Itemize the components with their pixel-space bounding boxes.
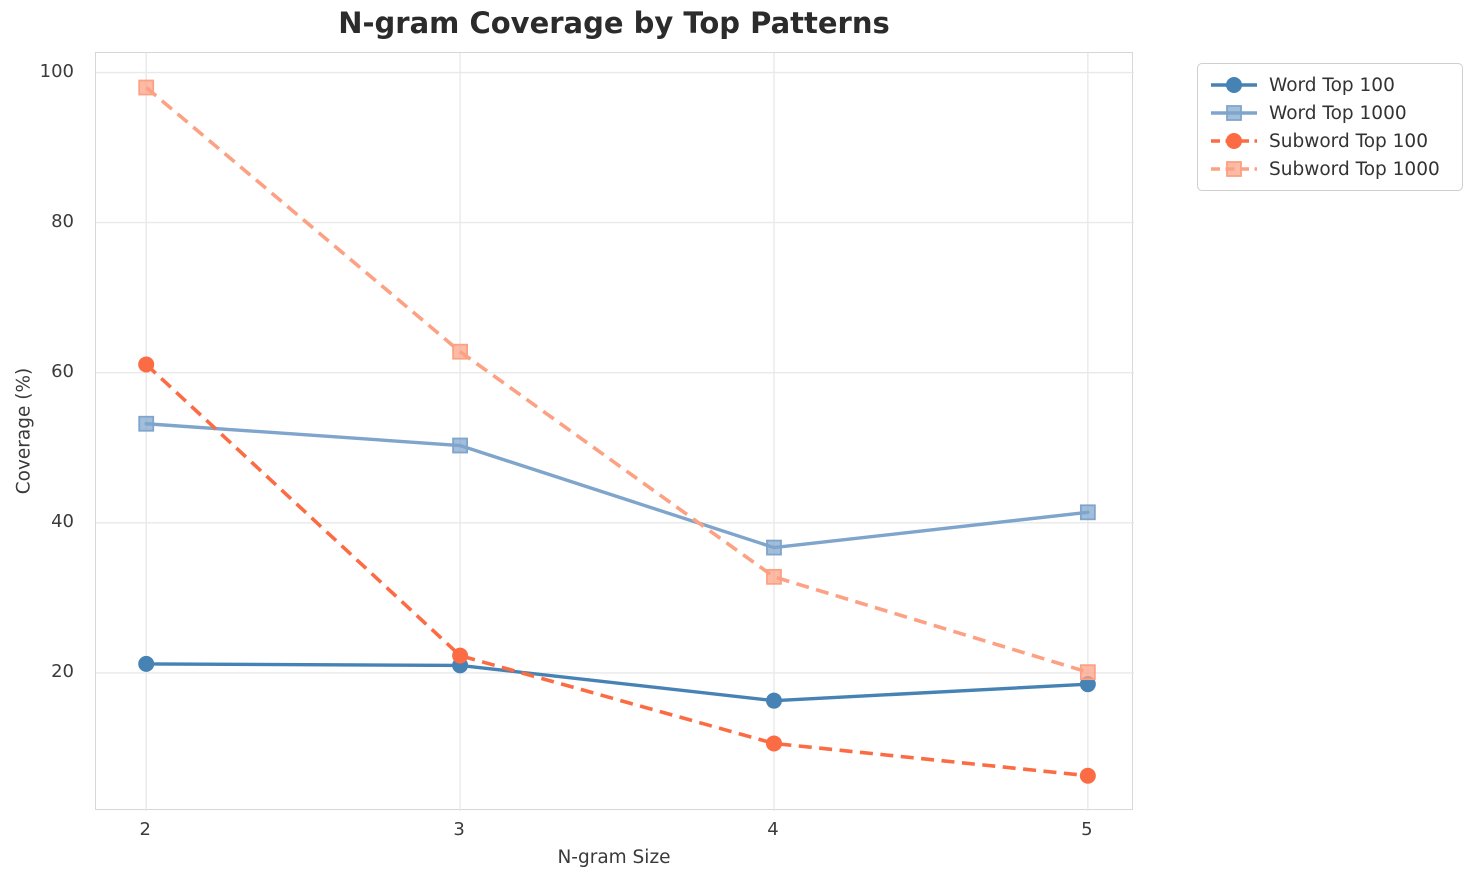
legend-item-word-top-100: Word Top 100 bbox=[1210, 74, 1450, 96]
legend-line-sample-solid bbox=[1211, 77, 1257, 93]
data-point-word-top-1000 bbox=[452, 437, 469, 454]
square-marker-icon bbox=[1226, 161, 1242, 177]
legend-item-word-top-1000: Word Top 1000 bbox=[1210, 102, 1450, 124]
series-line-word-top-1000 bbox=[144, 422, 1090, 550]
data-point-subword-top-1000 bbox=[766, 568, 782, 585]
data-point-subword-top-100 bbox=[765, 735, 782, 752]
square-marker-icon bbox=[1226, 105, 1242, 121]
data-point-word-top-100 bbox=[1079, 676, 1096, 693]
legend-item-label: Word Top 1000 bbox=[1269, 102, 1407, 124]
y-tick-label: 40 bbox=[51, 510, 74, 532]
y-axis-label: Coverage (%) bbox=[13, 367, 35, 495]
legend: Word Top 100 Word Top 1000 Subword Top 100… bbox=[1197, 63, 1463, 191]
data-point-subword-top-1000 bbox=[452, 343, 469, 360]
circle-marker-icon bbox=[1226, 77, 1242, 93]
data-point-subword-top-1000 bbox=[1079, 664, 1096, 681]
legend-item-label: Word Top 100 bbox=[1269, 74, 1395, 96]
data-point-subword-top-100 bbox=[452, 647, 469, 664]
legend-item-label: Subword Top 1000 bbox=[1269, 158, 1440, 180]
x-tick-label: 3 bbox=[453, 819, 465, 840]
x-axis-label: N-gram Size bbox=[557, 847, 671, 868]
legend-item-subword-top-1000: Subword Top 1000 bbox=[1210, 158, 1450, 180]
series-line-subword-top-1000 bbox=[145, 86, 1089, 674]
plot-area bbox=[95, 52, 1134, 811]
chart-title: N-gram Coverage by Top Patterns bbox=[338, 6, 890, 40]
legend-line-sample-dashed bbox=[1211, 161, 1257, 177]
data-point-word-top-100 bbox=[138, 655, 155, 672]
y-tick-label: 60 bbox=[51, 360, 74, 382]
legend-line-sample-solid bbox=[1211, 105, 1257, 121]
y-tick-label: 80 bbox=[51, 210, 74, 232]
y-tick-label: 100 bbox=[39, 60, 74, 82]
legend-line-sample-dashed bbox=[1211, 133, 1257, 149]
series-line-subword-top-100 bbox=[144, 363, 1089, 778]
data-point-word-top-100 bbox=[765, 692, 782, 709]
circle-marker-icon bbox=[1226, 133, 1242, 149]
x-tick-label: 5 bbox=[1081, 819, 1093, 840]
data-point-subword-top-1000 bbox=[138, 79, 155, 96]
legend-item-label: Subword Top 100 bbox=[1269, 130, 1428, 152]
y-tick-label: 20 bbox=[51, 660, 74, 682]
line-chart-canvas bbox=[96, 53, 1134, 811]
legend-item-subword-top-100: Subword Top 100 bbox=[1210, 130, 1450, 152]
data-point-word-top-1000 bbox=[1079, 504, 1096, 521]
data-point-word-top-1000 bbox=[138, 415, 155, 432]
data-point-subword-top-100 bbox=[1079, 767, 1096, 784]
data-point-word-top-1000 bbox=[766, 539, 782, 556]
series-line-word-top-100 bbox=[144, 662, 1090, 703]
data-point-subword-top-100 bbox=[138, 356, 155, 373]
x-tick-label: 4 bbox=[767, 819, 779, 840]
x-tick-label: 2 bbox=[139, 819, 151, 840]
